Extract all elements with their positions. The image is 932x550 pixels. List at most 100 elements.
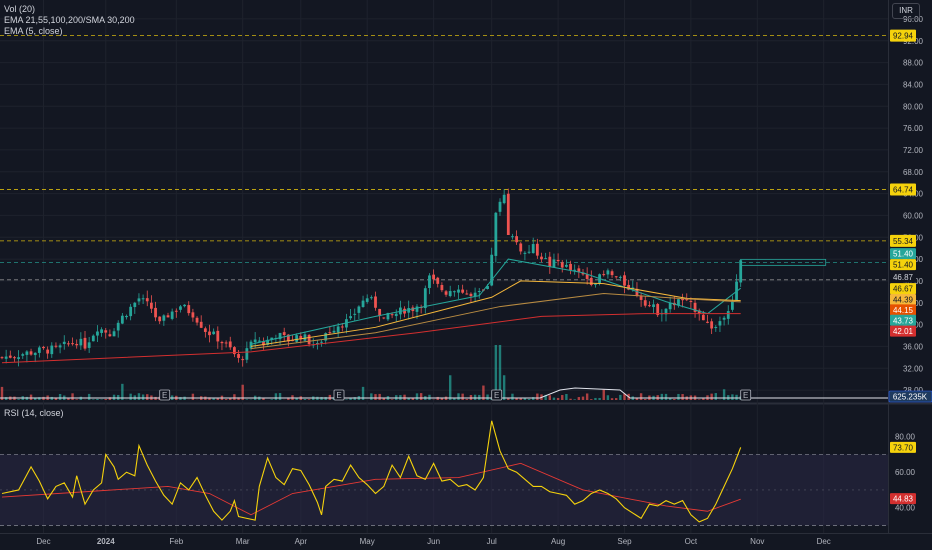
candle-body [324, 333, 328, 341]
candle-body [141, 298, 145, 300]
volume-label-badge [888, 390, 932, 403]
candle-body [573, 269, 577, 271]
volume-bar [92, 399, 95, 400]
candle-body [79, 338, 83, 346]
candle-body [714, 326, 718, 328]
y-tick-label: 68.00 [903, 168, 924, 177]
volume-bar [370, 393, 373, 400]
y-tick-label: 88.00 [903, 59, 924, 68]
candle-body [166, 315, 170, 318]
rsi-line [1, 420, 742, 523]
candle-body [129, 306, 133, 317]
candle-body [233, 347, 236, 355]
candle-body [307, 334, 311, 345]
candle-body [104, 330, 108, 333]
candle-body [519, 243, 523, 252]
candle-body [365, 298, 369, 302]
candle-body [448, 291, 452, 297]
volume-bar [473, 394, 477, 400]
candle-body [577, 268, 581, 272]
x-tick-label: May [360, 537, 375, 546]
volume-bar [137, 393, 141, 400]
candle-body [320, 341, 323, 343]
candle-body [286, 334, 290, 342]
candle-body [282, 332, 286, 336]
volume-bar [569, 398, 572, 400]
candle-body [726, 311, 730, 319]
candle-body [544, 258, 548, 260]
price-level-badge-text: 55.34 [893, 237, 914, 246]
volume-bar [179, 397, 182, 400]
y-tick-label: 28.00 [903, 386, 924, 395]
candle-body [428, 275, 431, 288]
candle-body [8, 355, 12, 358]
volume-bar [121, 383, 124, 400]
candle-body [461, 289, 465, 293]
currency-button[interactable]: INR [892, 3, 920, 19]
candle-body [37, 347, 41, 353]
candle-body [112, 331, 116, 337]
volume-bar [594, 397, 597, 400]
candle-body [220, 342, 224, 344]
volume-bar [403, 394, 406, 400]
candle-body [278, 332, 282, 340]
price-label-text: 44.39 [893, 296, 914, 305]
candle-body [212, 331, 216, 335]
candle-body [199, 321, 203, 328]
volume-bar [87, 393, 91, 400]
candle-body [403, 308, 406, 314]
earnings-marker-label: E [743, 391, 748, 400]
candle-body [498, 201, 502, 212]
candle-body [560, 262, 564, 268]
volume-bar [428, 394, 431, 400]
candle-body [183, 304, 186, 307]
volume-bar [117, 394, 120, 400]
candle-body [602, 274, 606, 276]
volume-bar [660, 393, 664, 400]
volume-bar [216, 398, 219, 400]
price-label-badge [890, 304, 916, 316]
price-label-text: 51.40 [893, 250, 914, 259]
candle-body [208, 331, 211, 336]
volume-bar [71, 393, 74, 400]
candle-body [374, 296, 377, 308]
volume-bar [378, 393, 381, 400]
volume-bar [374, 394, 377, 400]
candle-body [303, 334, 307, 341]
volume-bar [577, 397, 581, 400]
volume-bar [353, 397, 356, 400]
volume-bar [548, 395, 551, 400]
volume-bar [345, 399, 348, 400]
volume-bar [295, 397, 298, 400]
candle-body [257, 340, 261, 342]
candle-body [42, 346, 45, 349]
volume-bar [440, 398, 444, 400]
candle-body [565, 264, 568, 267]
volume-bar [67, 398, 70, 400]
candle-body [423, 288, 427, 309]
volume-bar [212, 398, 215, 400]
price-level-badge [890, 183, 916, 196]
volume-bar [361, 386, 365, 400]
candle-body [270, 337, 274, 340]
volume-bar [270, 399, 273, 400]
candle-body [444, 291, 448, 295]
x-tick-label: Nov [750, 537, 764, 546]
price-label-text: 43.73 [893, 316, 914, 325]
volume-bar [494, 345, 498, 400]
candle-body [477, 291, 481, 293]
price-level-badge-text: 64.74 [893, 186, 914, 195]
candle-body [407, 308, 411, 313]
rsi-value-badge [890, 493, 916, 505]
rsi-tick-label: 60.00 [895, 468, 916, 477]
y-tick-label: 76.00 [903, 124, 924, 133]
candle-body [540, 256, 543, 260]
candle-body [203, 328, 207, 332]
price-level-badge [890, 29, 916, 42]
rsi-value-badge [890, 441, 916, 453]
x-tick-label: Feb [169, 537, 183, 546]
candle-body [432, 274, 435, 280]
y-tick-label: 60.00 [903, 211, 924, 220]
volume-bar [635, 397, 639, 400]
